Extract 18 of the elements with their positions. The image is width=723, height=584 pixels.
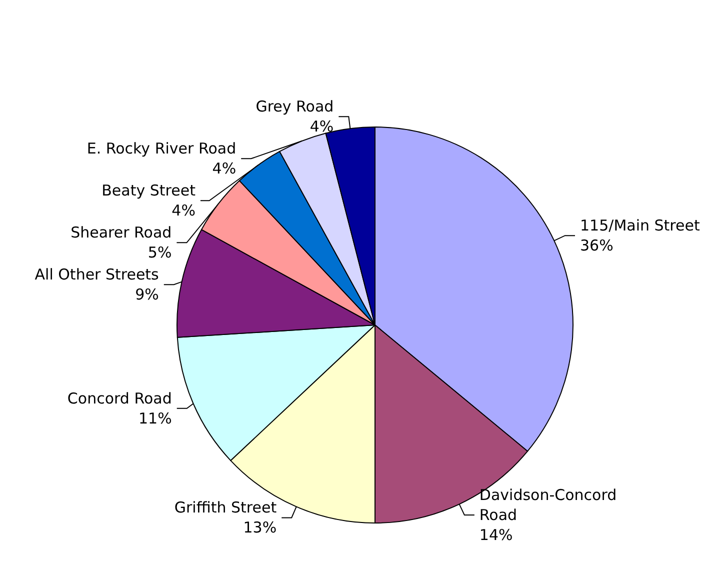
data-label: 11% — [138, 409, 172, 428]
slice-label: E. Rocky River Road — [86, 140, 236, 158]
slice-label: Beaty Street — [102, 182, 196, 200]
data-label: 4% — [310, 118, 334, 136]
data-label: 4% — [212, 160, 236, 178]
data-label: 5% — [148, 244, 172, 262]
slice-label: 115/Main Street — [580, 216, 700, 235]
slice-label: Grey Road — [256, 98, 334, 116]
slice-label: Davidson-Concord Road — [479, 486, 622, 524]
slice-label: Concord Road — [67, 389, 172, 408]
slice-label: All Other Streets — [34, 266, 160, 284]
data-label: 14% — [479, 526, 513, 544]
data-label: 4% — [172, 202, 196, 220]
data-label: 9% — [135, 286, 159, 304]
data-label: 36% — [580, 236, 614, 255]
slice-label: Griffith Street — [174, 498, 277, 517]
slice-label: Shearer Road — [70, 224, 172, 242]
data-label: 13% — [243, 518, 277, 537]
